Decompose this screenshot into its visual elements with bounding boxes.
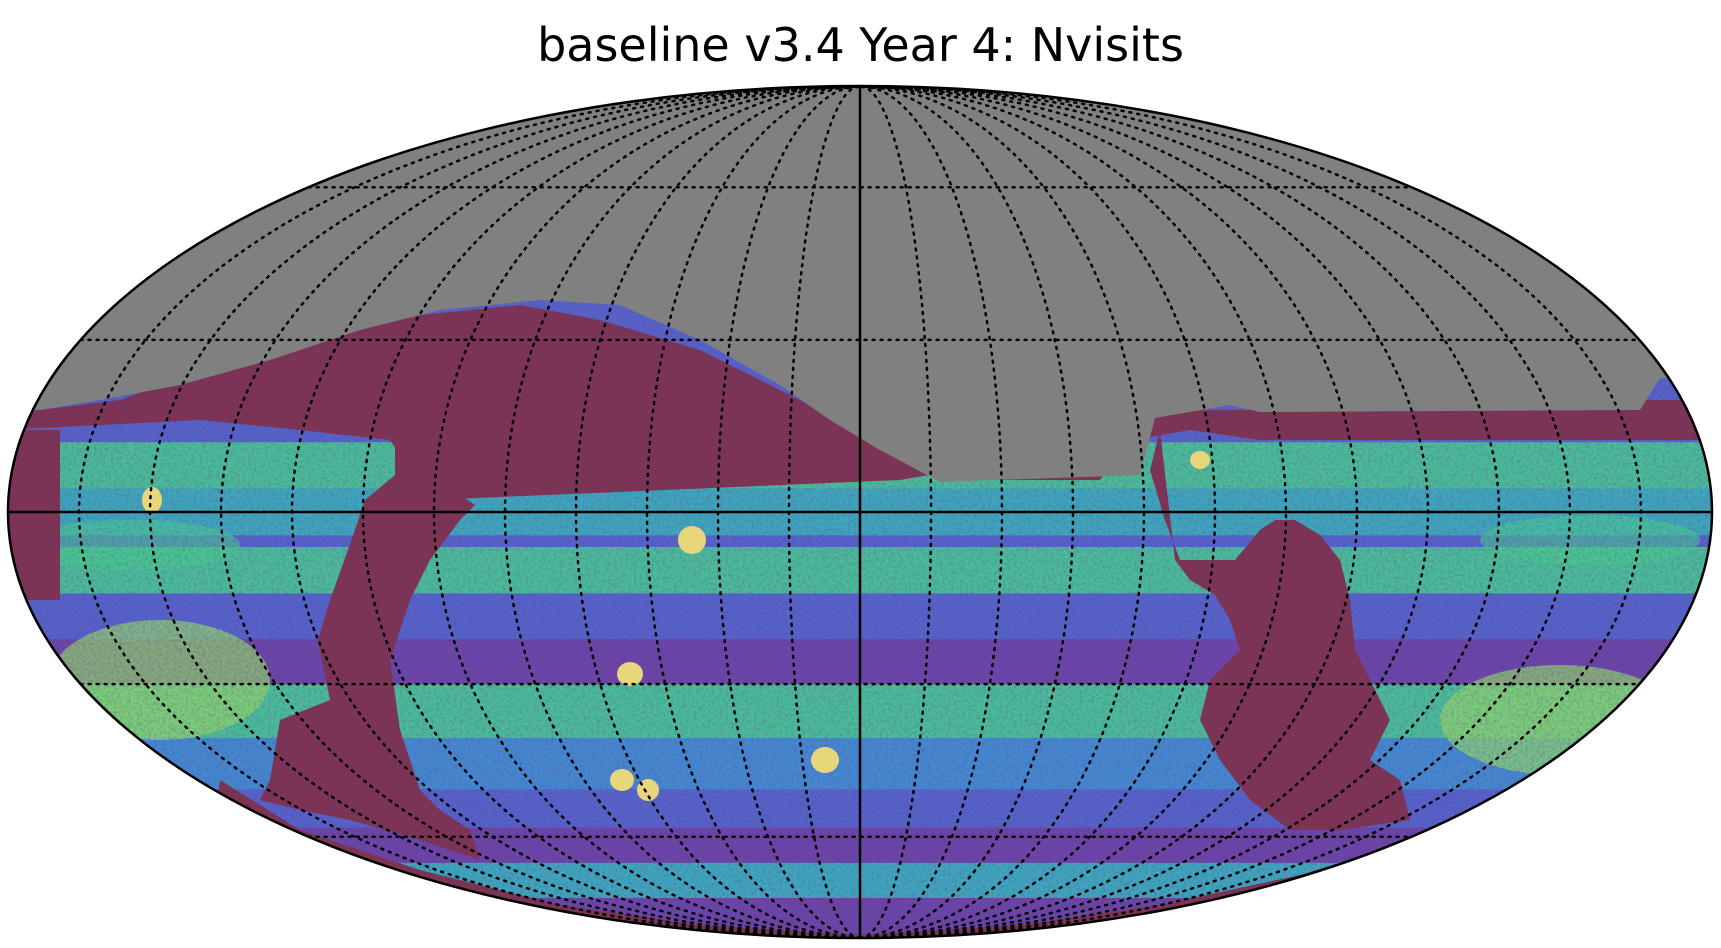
deep-drilling-field bbox=[678, 526, 706, 554]
deep-drilling-fields bbox=[142, 451, 1210, 801]
map-outline bbox=[6, 84, 1714, 940]
deep-drilling-field bbox=[142, 487, 162, 513]
deep-drilling-field bbox=[1190, 451, 1210, 469]
low-coverage-left-limb bbox=[8, 430, 60, 600]
meridian-line bbox=[645, 86, 862, 938]
galactic-plane-right bbox=[1150, 430, 1410, 830]
deep-drilling-field bbox=[617, 662, 643, 686]
graticule bbox=[8, 86, 1712, 938]
deep-drilling-field bbox=[610, 769, 634, 791]
meridian-line bbox=[858, 86, 1217, 938]
deep-drilling-field bbox=[811, 747, 839, 773]
galactic-plane-left bbox=[260, 440, 480, 860]
low-coverage-north-edge bbox=[8, 305, 1712, 500]
chart-title: baseline v3.4 Year 4: Nvisits bbox=[537, 18, 1184, 72]
